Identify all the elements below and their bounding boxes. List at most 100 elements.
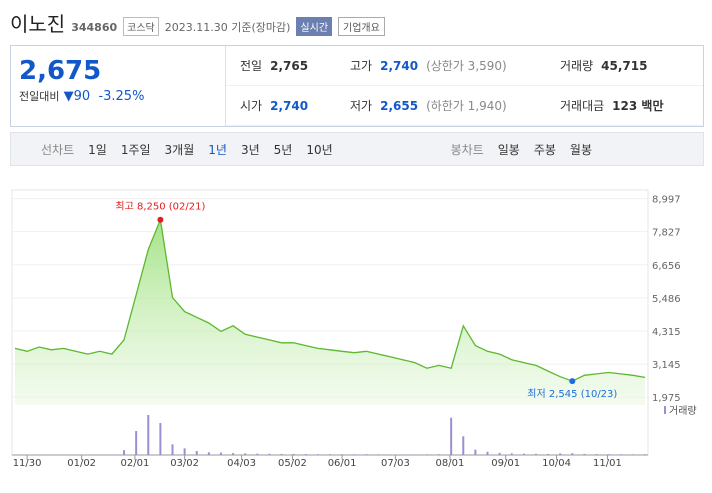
x-tick-label: 03/02 [170, 458, 199, 469]
volume-bar [280, 453, 283, 455]
company-button[interactable]: 기업개요 [338, 17, 385, 36]
low-marker [569, 378, 576, 385]
volume-bar [353, 454, 356, 455]
volume-bar [377, 454, 380, 455]
candle-tab[interactable]: 월봉 [569, 142, 592, 157]
x-tick-label: 05/02 [278, 458, 307, 469]
volume-bar [183, 448, 186, 455]
y-tick-label: 8,997 [652, 195, 681, 206]
volume-bar [147, 415, 150, 455]
summary-cell: 거래대금 123 백만 [546, 86, 703, 126]
period-tab[interactable]: 1일 [88, 142, 107, 157]
period-tab[interactable]: 1년 [208, 142, 227, 157]
volume-bar [304, 454, 307, 455]
annotation-part: 최고 [115, 201, 133, 213]
volume-bar [486, 451, 489, 455]
tab-label: 봉차트 [450, 142, 484, 157]
summary-cell: 전일 2,765 [226, 46, 336, 86]
volume-bar [244, 453, 247, 455]
volume-bar [474, 449, 477, 455]
x-tick-label: 08/01 [436, 458, 465, 469]
volume-bar [425, 454, 428, 455]
y-tick-label: 5,486 [652, 294, 681, 305]
volume-bar [268, 453, 271, 455]
cell-label: 시가 [240, 99, 263, 113]
volume-bar [316, 454, 319, 455]
period-tab[interactable]: 1주일 [120, 142, 151, 157]
volume-bar [110, 454, 113, 455]
stock-name: 이노진 [10, 12, 66, 36]
price-line [14, 217, 646, 382]
period-tab[interactable]: 3개월 [164, 142, 195, 157]
x-tick-label: 02/01 [121, 458, 150, 469]
date: 2023.11.30 기준(장마감) [164, 21, 291, 34]
y-tick-label: 6,656 [652, 261, 681, 272]
period-tab[interactable]: 5년 [273, 142, 293, 157]
volume-bar [510, 453, 513, 455]
volume-bar [522, 453, 525, 455]
low-annotation: 최저 2,545 (10/23) [527, 388, 617, 400]
x-tick-label: 11/01 [593, 458, 622, 469]
volume-bar [462, 436, 465, 455]
volume-bar [595, 454, 598, 455]
market-tag: 코스닥 [123, 17, 159, 36]
volume-bar [438, 454, 441, 455]
volume-bar [389, 454, 392, 455]
volume-bar [292, 453, 295, 455]
summary-cell: 고가 2,740 (상한가 3,590) [336, 46, 546, 86]
y-tick-label: 1,975 [652, 393, 681, 404]
chart: 1,975 3,145 4,315 5,486 6,656 7,827 8,997 11/30… [11, 189, 697, 469]
cell-label: 고가 [350, 59, 373, 73]
candle-tab[interactable]: 일봉 [497, 142, 520, 157]
price-box: 2,675 전일대비 ▼90 -3.25% [11, 46, 226, 126]
high-annotation: 최고 8,250 (02/21) [115, 201, 205, 213]
change: 90 [73, 89, 91, 104]
period-tabs: 선차트 1일 1주일 3개월 1년 3년 5년 10년 봉차트 일봉 주봉 월봉 [10, 132, 704, 166]
annotation-part: 2,545 (10/23) [546, 389, 618, 400]
volume-bar [365, 454, 368, 455]
summary-grid: 전일 2,765 고가 2,740 (상한가 3,590) 거래량 45,715 시가 2,74… [226, 46, 703, 126]
annotation-part: 최저 [527, 388, 545, 400]
volume-bar [159, 423, 162, 455]
x-tick-label: 04/03 [227, 458, 256, 469]
volume-bar [219, 452, 222, 455]
volume-bar [14, 454, 16, 455]
volume-bar [171, 444, 174, 455]
cell-value: 2,740 [270, 98, 309, 113]
volume-bar [607, 454, 610, 455]
annotation-part: 8,250 (02/21) [134, 202, 206, 213]
price: 2,675 [19, 56, 102, 86]
volume-bar [583, 453, 586, 455]
x-tick-label: 07/03 [381, 458, 410, 469]
volume-bar [559, 453, 562, 455]
volume-bar [450, 417, 453, 455]
volume-bar [256, 453, 259, 455]
volume-bar [195, 451, 198, 455]
summary-cell: 거래량 45,715 [546, 46, 703, 86]
volume-bar [631, 454, 634, 455]
volume-bar [401, 454, 404, 455]
header: 이노진 344860 코스닥 2023.11.30 기준(장마감) 실시간 기업… [10, 8, 385, 37]
period-tab[interactable]: 10년 [306, 142, 333, 157]
cell-value: 2,655 [380, 98, 419, 113]
cell-label: 저가 [350, 99, 373, 113]
cell-label: 전일 [240, 59, 263, 73]
volume-legend: 거래량 [669, 405, 697, 417]
x-tick-label: 10/04 [542, 458, 571, 469]
cell-value: 45,715 [601, 58, 648, 73]
realtime-button[interactable]: 실시간 [296, 17, 333, 36]
cell-value: 123 백만 [612, 99, 664, 113]
volume-bar [619, 454, 622, 455]
volume-bar [341, 454, 344, 455]
period-tab[interactable]: 3년 [240, 142, 260, 157]
cell-note: (상한가 3,590) [426, 59, 507, 73]
candle-tab[interactable]: 주봉 [533, 142, 556, 157]
volume-bar [534, 453, 537, 455]
volume-bar [232, 453, 235, 455]
volume-bar [135, 431, 138, 455]
plot-frame [11, 189, 649, 456]
change-label: 전일대비 [19, 90, 60, 103]
tab-label: 선차트 [41, 142, 75, 157]
x-tick-label: 11/30 [13, 458, 42, 469]
